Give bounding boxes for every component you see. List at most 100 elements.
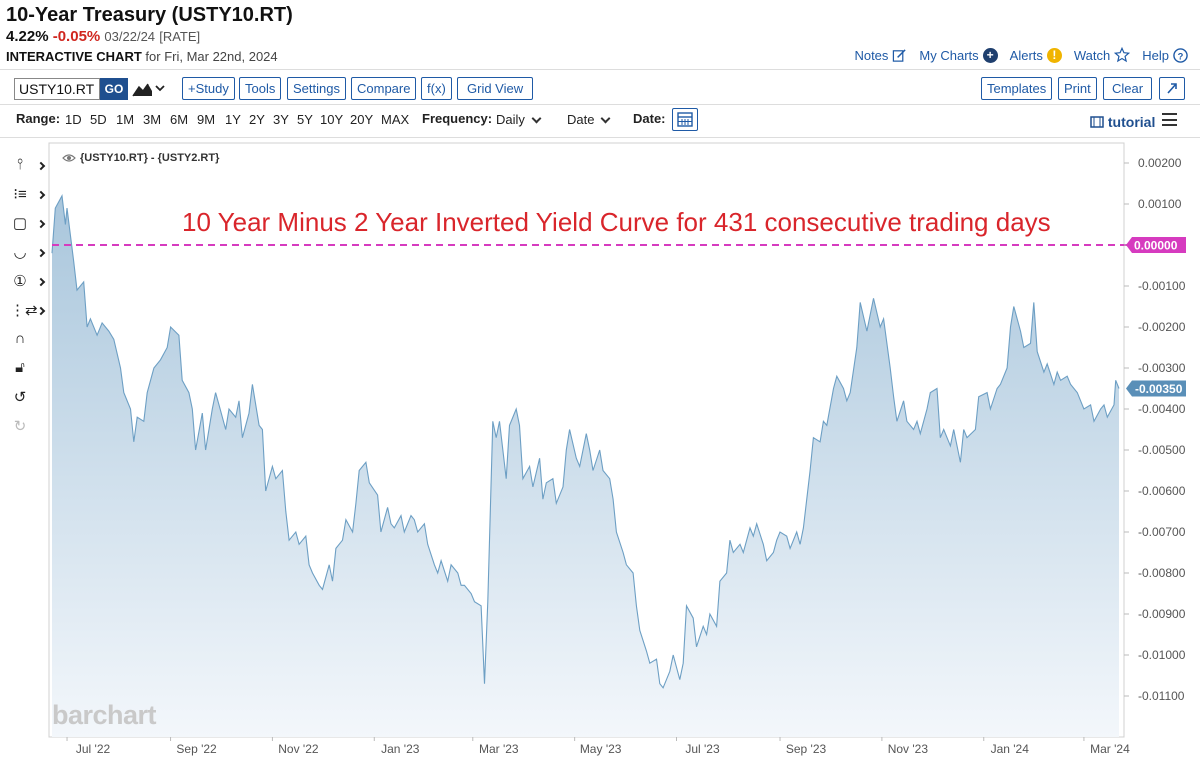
series-legend: {USTY10.RT} - {USTY2.RT}	[62, 152, 219, 164]
range-1d[interactable]: 1D	[65, 112, 82, 127]
range-3m[interactable]: 3M	[143, 112, 162, 127]
eye-icon[interactable]	[62, 153, 76, 163]
page-title: 10-Year Treasury (USTY10.RT)	[6, 4, 293, 26]
y-tick-label: -0.00700	[1138, 525, 1186, 539]
clear-button[interactable]: Clear	[1103, 77, 1153, 100]
chevron-down-icon	[531, 113, 542, 124]
series-name: {USTY10.RT} - {USTY2.RT}	[80, 152, 220, 164]
alert-icon: !	[1046, 47, 1062, 63]
x-tick-label: Jul '22	[76, 742, 111, 756]
range-label: Range:	[16, 111, 61, 126]
undo-icon: ↺	[13, 389, 27, 406]
x-tick-label: Nov '22	[278, 742, 319, 756]
range-1m[interactable]: 1M	[116, 112, 135, 127]
x-tick-label: Nov '23	[888, 742, 929, 756]
x-tick-label: Mar '24	[1090, 742, 1130, 756]
undo-tool[interactable]: ↺	[8, 388, 46, 410]
range-max[interactable]: MAX	[381, 112, 410, 127]
quote-type-tag: [RATE]	[159, 29, 201, 44]
frequency-select[interactable]: Daily	[496, 112, 542, 127]
barchart-watermark: barchart	[52, 700, 157, 730]
frequency-label: Frequency:	[422, 111, 493, 126]
range-9m[interactable]: 9M	[197, 112, 216, 127]
expand-icon	[1167, 83, 1177, 94]
y-tick-label: -0.00300	[1138, 361, 1186, 375]
range-toolbar: Range: 1D 5D 1M 3M 6M 9M 1Y 2Y 3Y 5Y 10Y…	[0, 105, 1200, 138]
y-tick-label: -0.00100	[1138, 279, 1186, 293]
crosshair-tool[interactable]: ⫯	[8, 156, 46, 178]
price-change: -0.05%	[52, 28, 101, 45]
yield-spread-chart[interactable]: 0.00200 0.00100 0.00000 -0.00100 -0.00200 -0.…	[0, 140, 1200, 775]
x-tick-label: Sep '23	[786, 742, 827, 756]
top-links: Notes My Charts + Alerts ! Watch Help ?	[854, 47, 1188, 63]
last-value-badge	[1126, 380, 1186, 397]
tutorial-label: tutorial	[1107, 114, 1156, 130]
svg-text:?: ?	[1178, 51, 1184, 61]
range-20y[interactable]: 20Y	[350, 112, 374, 127]
watch-label: Watch	[1073, 47, 1111, 63]
x-tick-label: Mar '23	[479, 742, 519, 756]
my-charts-link[interactable]: My Charts +	[919, 47, 998, 63]
y-tick-label: 0.00100	[1138, 197, 1182, 211]
function-button[interactable]: f(x)	[421, 77, 452, 100]
range-6m[interactable]: 6M	[170, 112, 189, 127]
templates-button[interactable]: Templates	[981, 77, 1053, 100]
notes-link[interactable]: Notes	[854, 47, 907, 63]
study-button[interactable]: +Study	[182, 77, 235, 100]
axis-mode-select[interactable]: Date	[567, 112, 611, 127]
menu-icon[interactable]	[1162, 113, 1177, 126]
arc-tool[interactable]: ◡	[8, 243, 46, 265]
shape-tool[interactable]: ▢	[8, 214, 46, 236]
magnet-icon: ∩	[14, 330, 26, 347]
y-tick-label: -0.00400	[1138, 402, 1186, 416]
fibonacci-icon: ⁝≡	[13, 186, 27, 203]
quote-date: 03/22/24	[104, 29, 156, 44]
range-5y[interactable]: 5Y	[297, 112, 313, 127]
grid-view-button[interactable]: Grid View	[457, 77, 534, 100]
my-charts-label: My Charts	[919, 47, 979, 63]
zero-value-badge	[1126, 237, 1186, 253]
symbol-input[interactable]	[14, 78, 100, 100]
compare-button[interactable]: Compare	[351, 77, 417, 100]
print-button[interactable]: Print	[1058, 77, 1097, 100]
lock-tool[interactable]: 🔓︎	[8, 359, 46, 381]
y-tick-label: -0.00600	[1138, 484, 1186, 498]
watch-link[interactable]: Watch	[1073, 47, 1131, 63]
y-tick-label: -0.00500	[1138, 443, 1186, 457]
annotation-tool[interactable]: ①	[8, 272, 46, 294]
zero-value-label: 0.00000	[1134, 239, 1178, 253]
fib-tool[interactable]: ⁝≡	[8, 185, 46, 207]
range-3y[interactable]: 3Y	[273, 112, 289, 127]
alerts-link[interactable]: Alerts !	[1010, 47, 1062, 63]
expand-button[interactable]	[1159, 77, 1185, 100]
settings-button[interactable]: Settings	[287, 77, 346, 100]
tutorial-link[interactable]: tutorial	[1090, 114, 1155, 130]
y-tick-label: 0.00200	[1138, 156, 1182, 170]
help-icon: ?	[1173, 47, 1188, 63]
price-line: 4.22% -0.05% 03/22/24 [RATE]	[6, 28, 200, 45]
alerts-label: Alerts	[1009, 47, 1043, 63]
range-5d[interactable]: 5D	[90, 112, 107, 127]
range-1y[interactable]: 1Y	[225, 112, 241, 127]
help-label: Help	[1142, 47, 1169, 63]
y-tick-label: -0.01000	[1138, 648, 1186, 662]
redo-icon: ↻	[13, 418, 27, 435]
redo-tool[interactable]: ↻	[8, 417, 46, 439]
chevron-down-icon	[601, 113, 611, 124]
pattern-tool[interactable]: ⋮⇄	[8, 301, 46, 323]
chart-type-icon[interactable]	[132, 80, 166, 98]
go-button[interactable]: GO	[100, 78, 128, 100]
range-10y[interactable]: 10Y	[320, 112, 344, 127]
chart-for-date: for Fri, Mar 22nd, 2024	[145, 49, 278, 64]
series-line	[51, 194, 1120, 689]
date-picker-button[interactable]	[672, 108, 698, 131]
crosshair-icon: ⫯	[16, 156, 24, 173]
magnet-tool[interactable]: ∩	[8, 330, 46, 352]
tools-button[interactable]: Tools	[239, 77, 282, 100]
axis-mode-value: Date	[567, 112, 595, 127]
help-link[interactable]: Help ?	[1142, 47, 1188, 63]
date-label: Date:	[633, 111, 666, 126]
range-2y[interactable]: 2Y	[249, 112, 265, 127]
notes-label: Notes	[854, 47, 889, 63]
frequency-value: Daily	[496, 112, 525, 127]
